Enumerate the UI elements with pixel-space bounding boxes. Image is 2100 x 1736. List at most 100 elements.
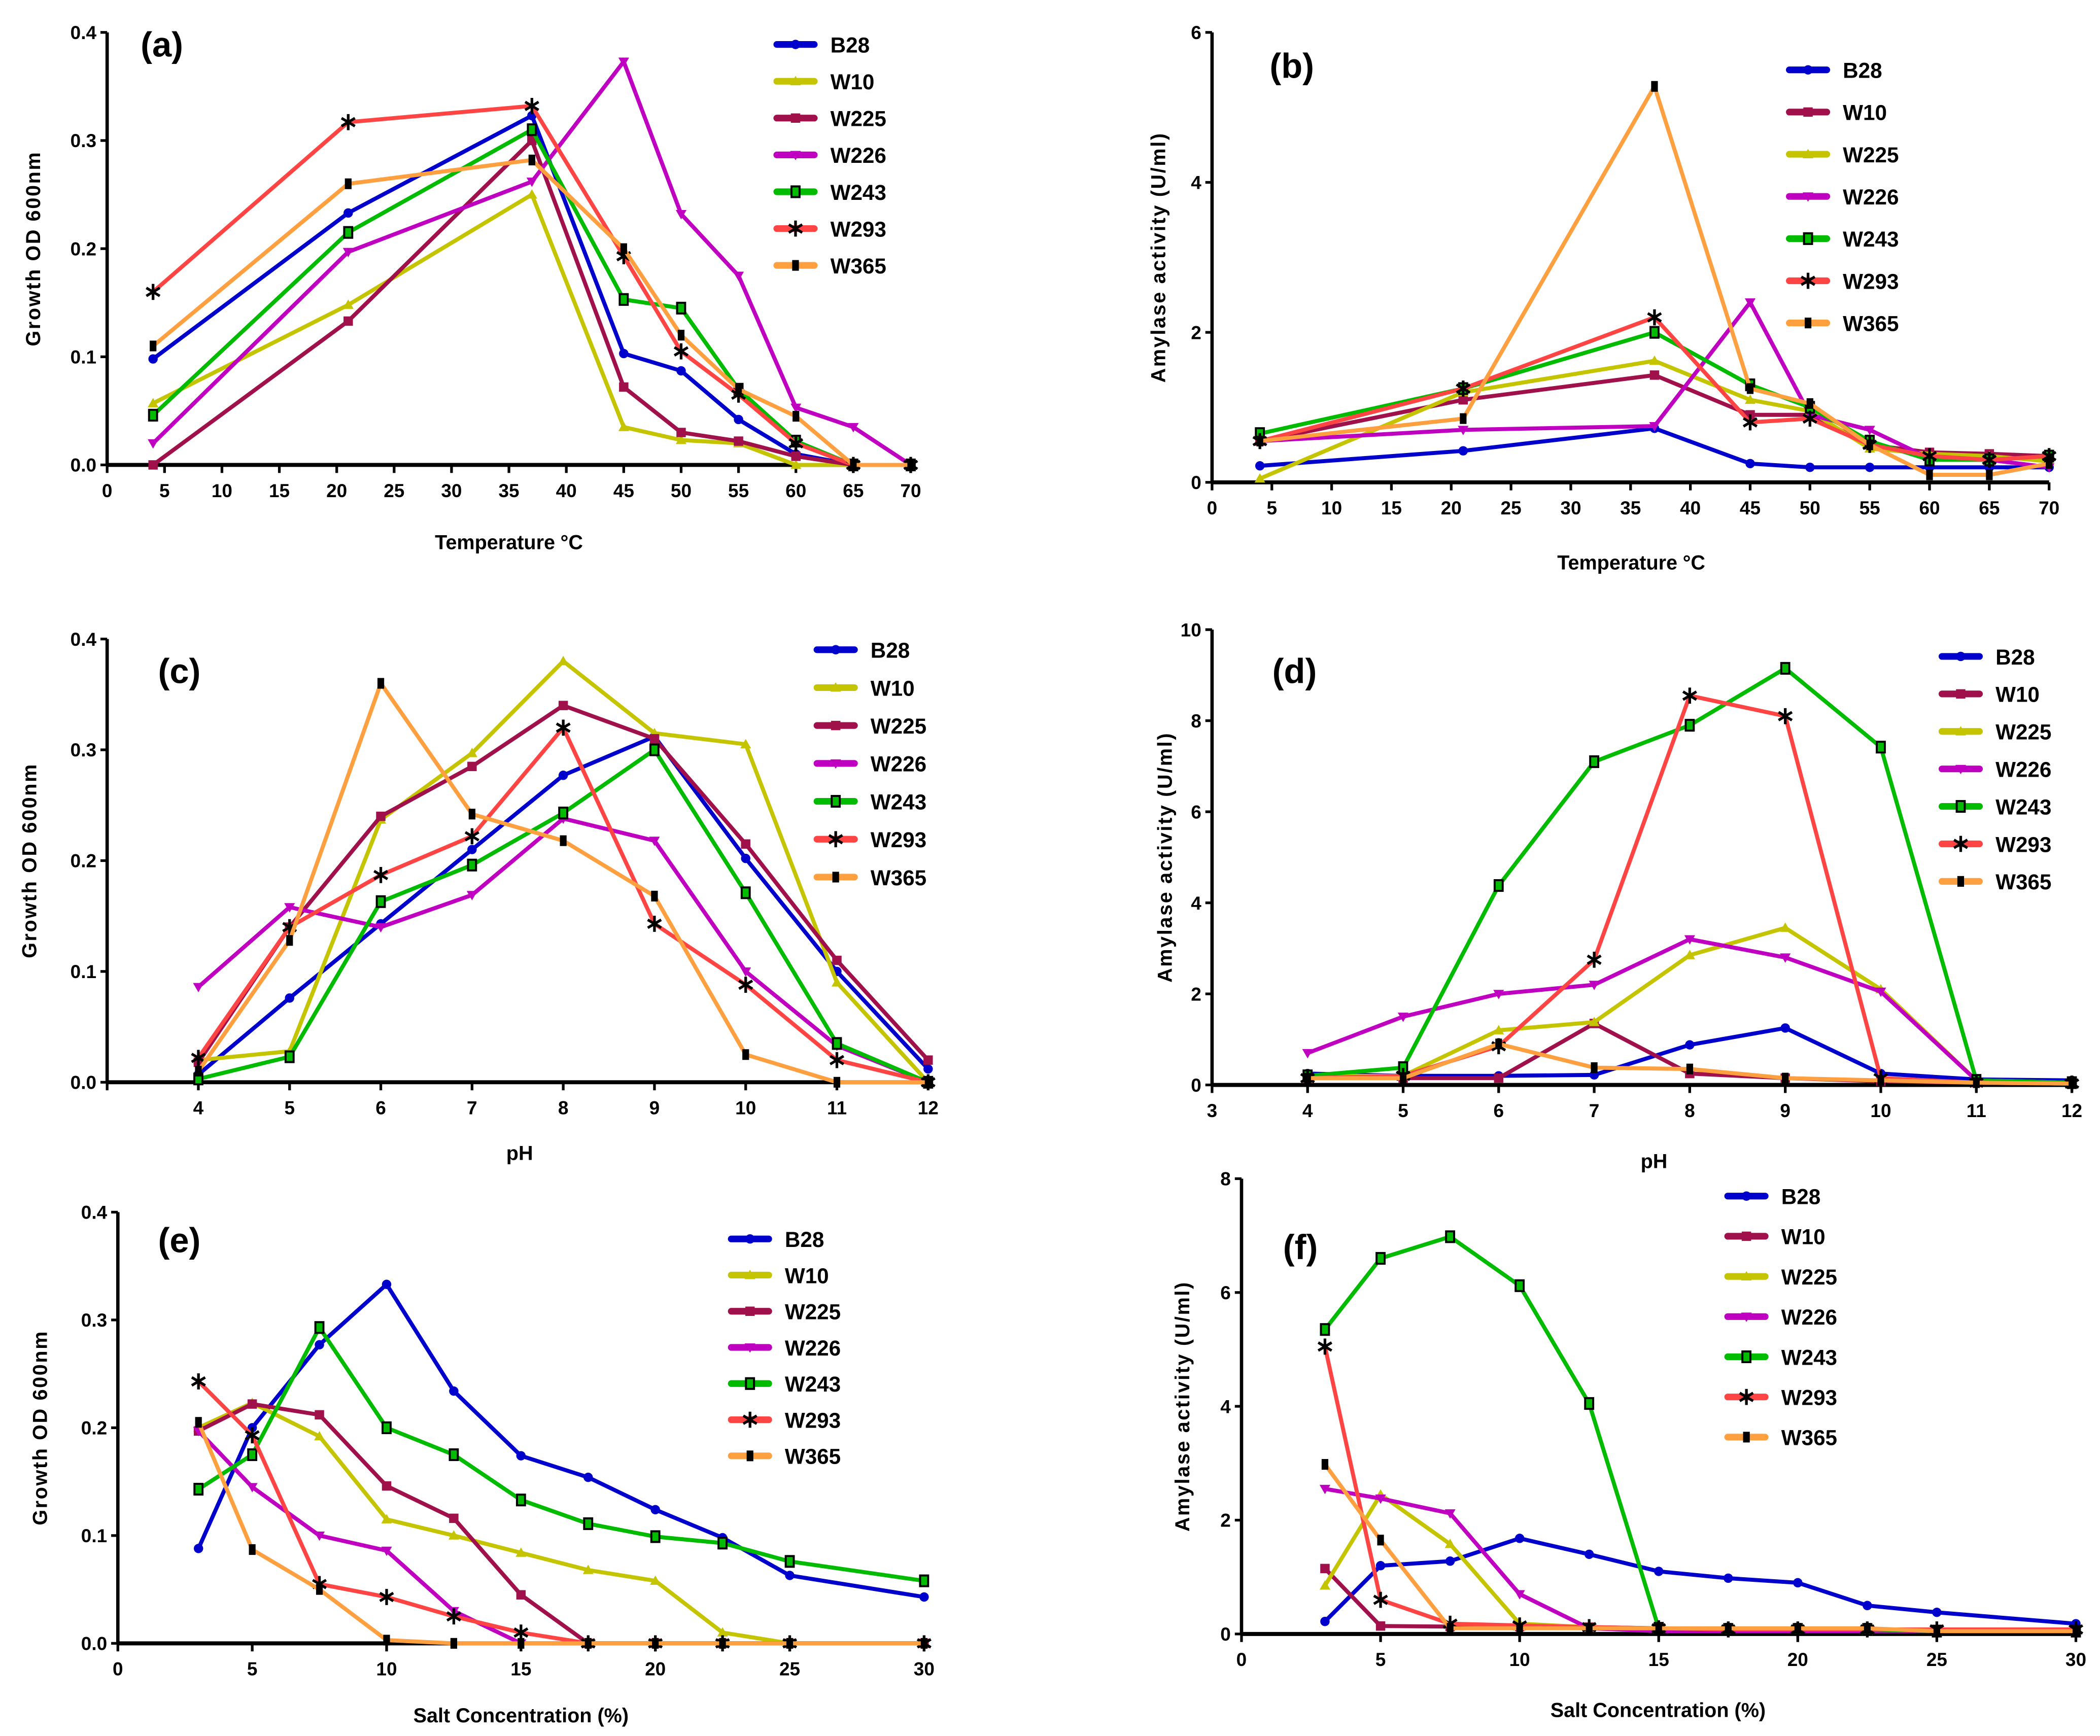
data-point-W226-marker bbox=[1493, 990, 1504, 999]
data-point-W243-marker bbox=[583, 1517, 594, 1531]
legend-item-W225: W225 bbox=[773, 107, 886, 131]
y-tick-label: 2 bbox=[1191, 322, 1201, 343]
legend-label: W225 bbox=[871, 714, 926, 738]
legend-item-W365: W365 bbox=[1938, 870, 2051, 894]
data-point-W10-marker bbox=[1458, 395, 1468, 405]
data-point-W225-marker bbox=[1254, 473, 1265, 483]
data-point-W365-marker bbox=[1866, 439, 1873, 450]
panel-label: (a) bbox=[141, 25, 183, 64]
data-point-W225-marker bbox=[1684, 950, 1695, 959]
x-tick-label: 20 bbox=[326, 480, 347, 501]
data-point-W365-marker bbox=[286, 935, 293, 946]
data-point-W226-marker bbox=[733, 271, 744, 282]
data-point-W225-marker bbox=[382, 1481, 392, 1491]
x-tick-label: 15 bbox=[1381, 498, 1402, 518]
data-point-B28-marker bbox=[467, 845, 477, 854]
data-point-B28-marker bbox=[1805, 462, 1815, 472]
legend-label: B28 bbox=[785, 1228, 824, 1252]
data-point-B28-marker bbox=[449, 1386, 459, 1396]
legend-marker bbox=[1739, 1388, 1754, 1405]
series-line-W293 bbox=[1323, 1346, 2076, 1631]
data-point-W243-marker bbox=[650, 1530, 661, 1543]
series-line-W365 bbox=[1323, 1463, 2076, 1634]
data-point-B28-marker bbox=[1514, 1534, 1525, 1543]
data-point-B28-marker bbox=[558, 771, 568, 780]
data-point-W293-marker bbox=[524, 97, 539, 114]
data-point-B28-marker bbox=[1654, 1567, 1664, 1576]
x-tick-label: 50 bbox=[1800, 498, 1820, 518]
data-point-W293-marker bbox=[513, 1624, 529, 1641]
data-point-W293-marker bbox=[1647, 309, 1662, 326]
data-point-W226-marker bbox=[1375, 1494, 1386, 1504]
legend-marker bbox=[1956, 651, 1966, 662]
x-tick-label: 45 bbox=[1740, 498, 1761, 518]
y-tick-label: 0.3 bbox=[71, 740, 96, 760]
x-tick-label: 0 bbox=[113, 1659, 123, 1680]
data-point-W10-marker bbox=[515, 1547, 527, 1557]
x-tick-label: 11 bbox=[1967, 1100, 1986, 1121]
legend-marker bbox=[1803, 107, 1813, 117]
y-tick-label: 0.1 bbox=[71, 347, 96, 368]
x-tick-label: 30 bbox=[441, 480, 462, 501]
legend-marker bbox=[744, 1343, 755, 1353]
y-axis-title: Growth OD 600nm bbox=[18, 763, 41, 958]
data-point-W10-marker bbox=[618, 422, 629, 431]
legend-marker bbox=[792, 260, 799, 271]
x-tick-label: 10 bbox=[735, 1098, 756, 1119]
data-point-W243-marker bbox=[343, 226, 354, 239]
legend-marker bbox=[1802, 149, 1814, 158]
legend-marker bbox=[744, 1269, 755, 1279]
x-tick-label: 7 bbox=[467, 1098, 477, 1119]
x-tick-label: 0 bbox=[1236, 1649, 1247, 1670]
data-point-W226-marker bbox=[618, 57, 629, 67]
data-point-W243-marker bbox=[1493, 879, 1504, 892]
legend-item-W226: W226 bbox=[728, 1336, 841, 1360]
x-tick-label: 30 bbox=[2065, 1649, 2086, 1670]
data-point-W226-marker bbox=[314, 1531, 325, 1541]
legend-marker bbox=[1957, 876, 1965, 887]
data-point-W243-marker bbox=[467, 858, 477, 872]
data-point-W365-marker bbox=[1926, 469, 1933, 480]
legend-item-W243: W243 bbox=[1938, 795, 2051, 819]
legend-marker bbox=[828, 831, 843, 848]
x-tick-label: 5 bbox=[1375, 1649, 1386, 1670]
legend-marker bbox=[1743, 1432, 1750, 1443]
legend-label: W293 bbox=[1781, 1386, 1837, 1410]
data-point-W365-marker bbox=[1806, 398, 1813, 409]
x-axis-title-unit: °C bbox=[561, 532, 583, 554]
data-point-W226-marker bbox=[675, 210, 687, 220]
series-line-W293 bbox=[1259, 315, 2049, 462]
data-point-B28-marker bbox=[619, 349, 629, 359]
x-tick-label: 55 bbox=[1860, 498, 1880, 518]
y-axis-title: Amylase activity (U/ml) bbox=[1154, 732, 1177, 983]
data-point-W225-marker bbox=[676, 428, 686, 437]
legend-label: W243 bbox=[1781, 1345, 1837, 1369]
x-tick-label: 12 bbox=[918, 1098, 939, 1119]
chart-panel-a: 0.0 0.1 0.2 0.3 0.4 0 5 10 15 20 25 30 35 40 45 50 55 60 6… bbox=[22, 22, 921, 554]
data-point-W10-marker bbox=[1649, 370, 1660, 380]
legend-label: W293 bbox=[831, 217, 886, 241]
legend-item-B28: B28 bbox=[813, 639, 910, 663]
data-point-B28-marker bbox=[315, 1340, 324, 1350]
x-tick-label: 45 bbox=[613, 480, 634, 501]
data-point-W226-marker bbox=[1319, 1484, 1330, 1495]
data-point-B28-marker bbox=[1685, 1040, 1695, 1050]
legend-item-W10: W10 bbox=[813, 676, 915, 700]
y-tick-label: 0.2 bbox=[71, 851, 96, 872]
data-point-W10-marker bbox=[148, 398, 159, 407]
x-tick-label: 9 bbox=[1780, 1100, 1791, 1121]
series-W365 bbox=[1304, 1038, 2076, 1089]
legend-label: B28 bbox=[1995, 645, 2035, 669]
legend-marker bbox=[790, 151, 801, 160]
legend-marker bbox=[1741, 1191, 1751, 1201]
x-tick-label: 60 bbox=[785, 480, 806, 501]
data-point-W225-marker bbox=[649, 734, 660, 744]
legend-item-W293: W293 bbox=[728, 1408, 841, 1432]
legend-label: W243 bbox=[871, 790, 926, 814]
legend-item-W365: W365 bbox=[1785, 311, 1899, 335]
data-point-W365-marker bbox=[620, 243, 627, 254]
data-point-W293-marker bbox=[464, 828, 479, 845]
data-point-W10-marker bbox=[582, 1565, 594, 1574]
data-point-W365-marker bbox=[1377, 1535, 1384, 1546]
data-point-B28-marker bbox=[923, 1064, 933, 1074]
